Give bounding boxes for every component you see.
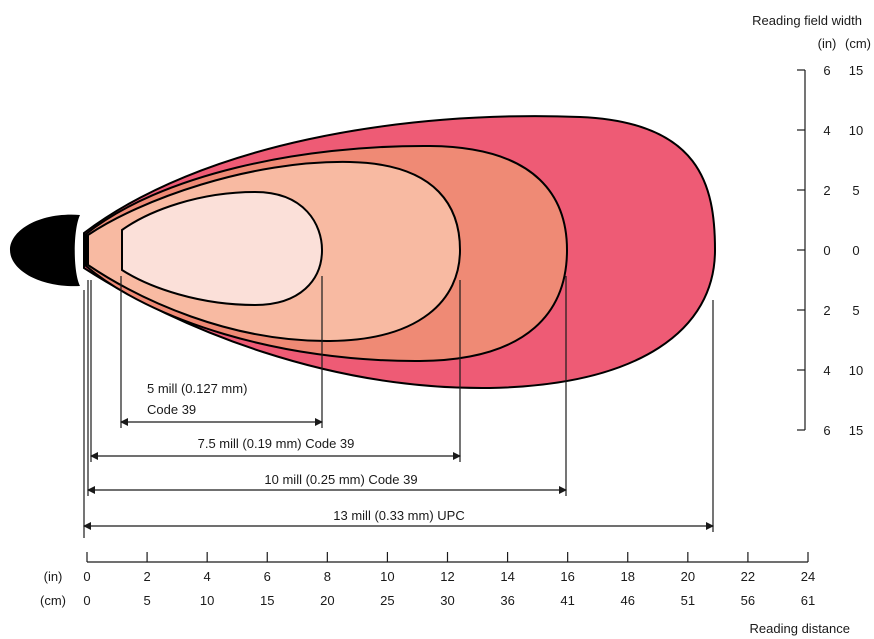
bottom-axis-tick-label-cm: 41 [560,593,574,608]
bottom-axis-tick-label-cm: 10 [200,593,214,608]
dimension-5-mill: 5 mill (0.127 mm) Code 39 [120,276,323,428]
right-axis: Reading field width (in) (cm) 6 15 4 10 2 5 0 0… [752,13,871,438]
bottom-axis-tick-label-cm: 0 [83,593,90,608]
bottom-axis-tick-label-cm: 15 [260,593,274,608]
bottom-axis-tick-label-cm: 61 [801,593,815,608]
bottom-axis-unit-in: (in) [44,569,63,584]
bottom-axis-tick-label-cm: 51 [681,593,695,608]
right-axis-tick-label-cm: 10 [849,123,863,138]
right-axis-unit-in: (in) [818,36,837,51]
bottom-axis-tick-label-in: 4 [204,569,211,584]
bottom-axis-tick-label-in: 14 [500,569,514,584]
right-axis-tick-label-in: 2 [823,303,830,318]
label-13-mill: 13 mill (0.33 mm) UPC [333,508,464,523]
bottom-axis-tick-label-in: 2 [143,569,150,584]
dimension-13-mill: 13 mill (0.33 mm) UPC [83,300,714,532]
bottom-axis-tick-label-in: 0 [83,569,90,584]
right-axis-tick-label-cm: 15 [849,423,863,438]
bottom-axis-tick-label-in: 16 [560,569,574,584]
right-axis-tick-label-cm: 5 [852,303,859,318]
bottom-axis-tick-label-in: 8 [324,569,331,584]
bottom-axis: 0025410615820102512301436164118462051225… [40,552,850,636]
right-axis-tick-label-in: 6 [823,423,830,438]
bottom-axis-unit-cm: (cm) [40,593,66,608]
label-10-mill: 10 mill (0.25 mm) Code 39 [264,472,417,487]
right-axis-tick-label-cm: 0 [852,243,859,258]
right-axis-tick-label-cm: 10 [849,363,863,378]
right-axis-tick-label-cm: 15 [849,63,863,78]
bottom-axis-tick-label-in: 22 [741,569,755,584]
bottom-axis-tick-label-in: 10 [380,569,394,584]
right-axis-title: Reading field width [752,13,862,28]
bottom-axis-tick-label-cm: 30 [440,593,454,608]
zone-5-mill [121,190,324,307]
right-axis-tick-label-in: 6 [823,63,830,78]
right-axis-tick-label-cm: 5 [852,183,859,198]
right-axis-tick-label-in: 0 [823,243,830,258]
scanner-head-icon [10,214,80,287]
bottom-axis-tick-label-cm: 5 [143,593,150,608]
bottom-axis-tick-label-in: 24 [801,569,815,584]
dimension-7-5-mill: 7.5 mill (0.19 mm) Code 39 [90,280,461,462]
bottom-axis-tick-label-in: 20 [681,569,695,584]
bottom-axis-tick-label-cm: 20 [320,593,334,608]
bottom-axis-tick-label-cm: 36 [500,593,514,608]
right-axis-unit-cm: (cm) [845,36,871,51]
right-axis-tick-label-in: 4 [823,363,830,378]
bottom-axis-title: Reading distance [750,621,850,636]
bottom-axis-tick-label-in: 12 [440,569,454,584]
dimension-10-mill: 10 mill (0.25 mm) Code 39 [87,276,567,496]
label-5-mill-line2: Code 39 [147,402,196,417]
label-7-5-mill: 7.5 mill (0.19 mm) Code 39 [198,436,355,451]
bottom-axis-tick-label-in: 6 [264,569,271,584]
bottom-axis-tick-label-in: 18 [621,569,635,584]
label-5-mill-line1: 5 mill (0.127 mm) [147,381,247,396]
right-axis-tick-label-in: 4 [823,123,830,138]
bottom-axis-tick-label-cm: 25 [380,593,394,608]
bottom-axis-tick-label-cm: 56 [741,593,755,608]
bottom-axis-tick-label-cm: 46 [621,593,635,608]
right-axis-tick-label-in: 2 [823,183,830,198]
